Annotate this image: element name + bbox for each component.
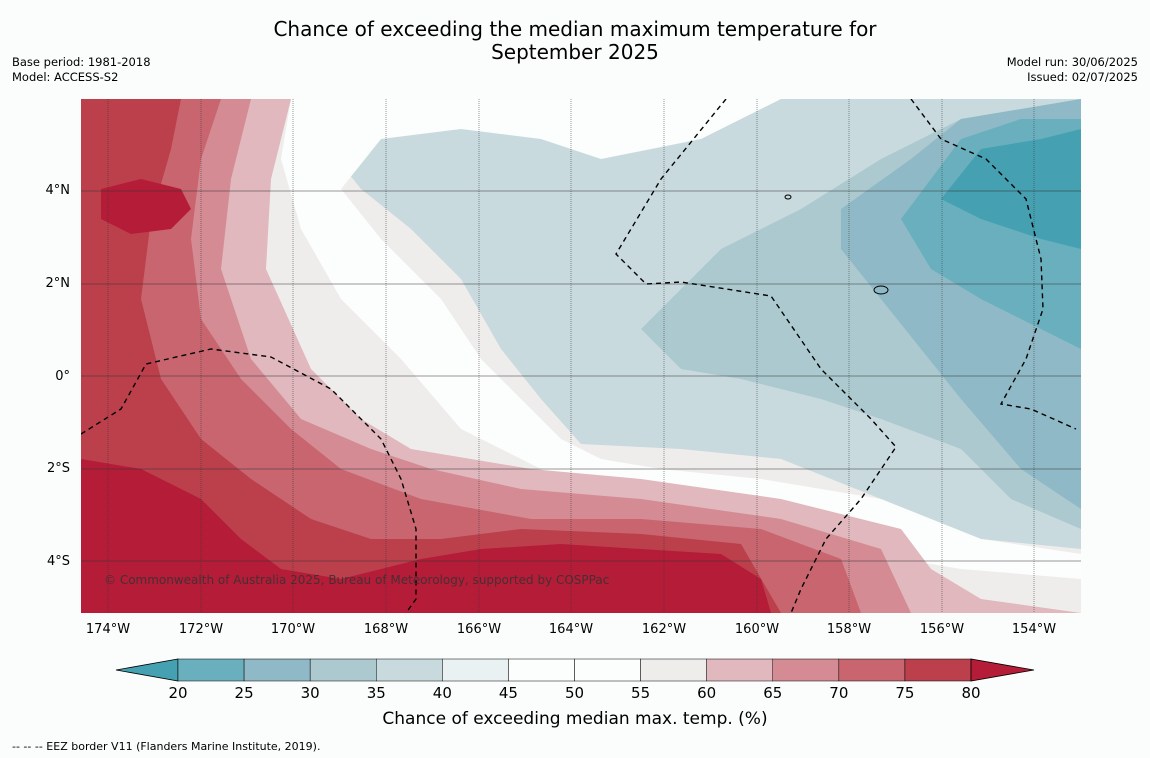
lon-label-160w: 160°W (734, 622, 780, 637)
lon-label-154w: 154°W (1011, 622, 1057, 637)
lat-label-2n: 2°N (45, 276, 71, 291)
meta-left: Base period: 1981-2018 Model: ACCESS-S2 (12, 55, 151, 85)
lon-label-166w: 166°W (456, 622, 502, 637)
lat-label-0: 0° (55, 369, 70, 384)
map-svg (81, 99, 1081, 613)
lat-label-4s: 4°S (46, 554, 70, 569)
colorbar-tick-label: 45 (498, 684, 518, 702)
meta-right: Model run: 30/06/2025 Issued: 02/07/2025 (1007, 55, 1138, 85)
island-outline (784, 194, 792, 200)
colorbar-cell (904, 658, 972, 682)
map-area (81, 99, 1081, 613)
colorbar-tick-label: 40 (432, 684, 452, 702)
eez-borders (81, 99, 1077, 613)
colorbar-cell (640, 658, 707, 682)
lat-label-2s: 2°S (46, 461, 70, 476)
lon-label-164w: 164°W (548, 622, 594, 637)
colorbar-cell (508, 658, 575, 682)
lon-label-168w: 168°W (363, 622, 409, 637)
title-line-2: September 2025 (491, 40, 659, 64)
colorbar-tick-label: 30 (300, 684, 320, 702)
island-outline (873, 285, 889, 295)
colorbar (115, 658, 1035, 682)
base-period: Base period: 1981-2018 (12, 55, 151, 69)
colorbar-tick-label: 75 (895, 684, 915, 702)
colorbar-cell (177, 658, 245, 682)
colorbar-tick-label: 20 (168, 684, 188, 702)
lon-label-174w: 174°W (85, 622, 131, 637)
region-70-75 (81, 99, 861, 613)
colorbar-tick-label: 25 (234, 684, 254, 702)
colorbar-cell (376, 658, 443, 682)
region-above-80-south (81, 459, 771, 613)
lat-label-4n: 4°N (45, 183, 71, 198)
lon-label-156w: 156°W (919, 622, 965, 637)
credit-text: © Commonwealth of Australia 2025, Bureau… (104, 573, 610, 587)
region-below-20 (941, 129, 1081, 249)
colorbar-cell (574, 658, 641, 682)
colorbar-cell (442, 658, 509, 682)
colorbar-cell (772, 658, 840, 682)
graticule (81, 99, 1081, 613)
lon-label-162w: 162°W (641, 622, 687, 637)
region-45-55 (281, 99, 1081, 579)
region-above-80-north (101, 179, 191, 234)
colorbar-tick-label: 50 (564, 684, 585, 702)
colorbar-label: Chance of exceeding median max. temp. (%… (382, 709, 768, 729)
colorbar-tick-label: 80 (961, 684, 981, 702)
colorbar-tick-label: 35 (366, 684, 386, 702)
colorbar-cell (243, 658, 311, 682)
colorbar-tick-label: 55 (631, 684, 651, 702)
lon-label-172w: 172°W (178, 622, 224, 637)
issued-date: Issued: 02/07/2025 (1027, 70, 1138, 84)
lon-label-170w: 170°W (270, 622, 316, 637)
lon-label-158w: 158°W (826, 622, 872, 637)
colorbar-cell (706, 658, 774, 682)
colorbar-tick-label: 65 (763, 684, 783, 702)
colorbar-tick-label: 70 (829, 684, 849, 702)
colorbar-cell (838, 658, 906, 682)
colorbar-tick-label: 60 (697, 684, 717, 702)
model-name: Model: ACCESS-S2 (12, 70, 119, 84)
footnote: -- -- -- EEZ border V11 (Flanders Marine… (12, 740, 321, 753)
colorbar-low-arrow (115, 658, 179, 682)
colorbar-high-arrow (970, 658, 1035, 682)
model-run: Model run: 30/06/2025 (1006, 55, 1138, 69)
title-line-1: Chance of exceeding the median maximum t… (273, 17, 877, 41)
region-75-80 (81, 99, 781, 613)
map-title: Chance of exceeding the median maximum t… (0, 18, 1150, 64)
colorbar-cell (309, 658, 377, 682)
